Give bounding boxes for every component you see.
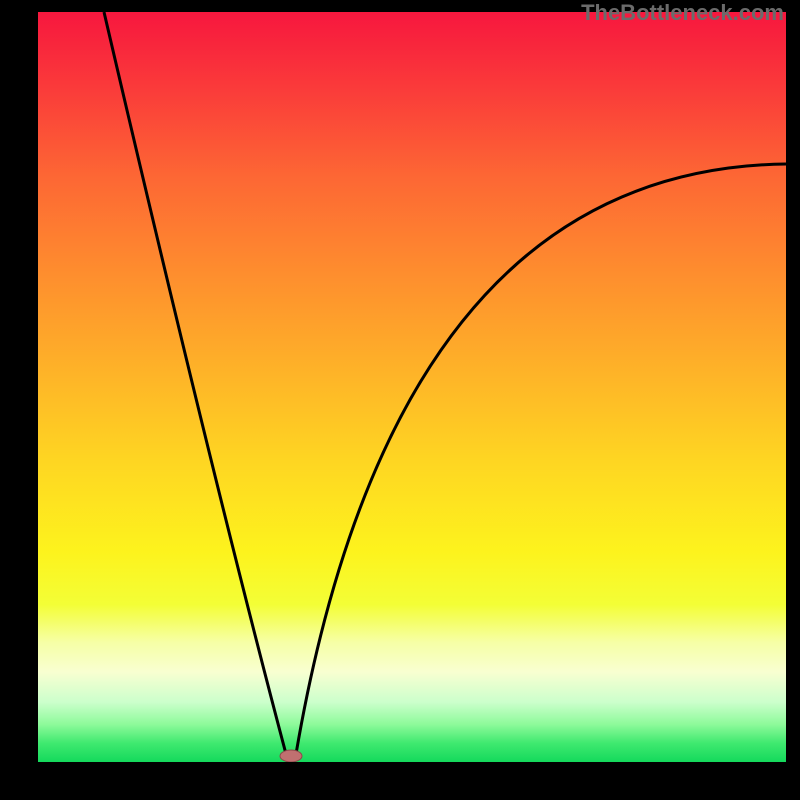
chart-frame: TheBottleneck.com <box>0 0 800 800</box>
minimum-marker <box>280 750 302 762</box>
curve-right-branch <box>296 164 786 754</box>
watermark-text: TheBottleneck.com <box>581 0 784 26</box>
curve-left-branch <box>104 12 286 754</box>
plot-area <box>38 12 786 762</box>
curve-layer <box>38 12 786 762</box>
